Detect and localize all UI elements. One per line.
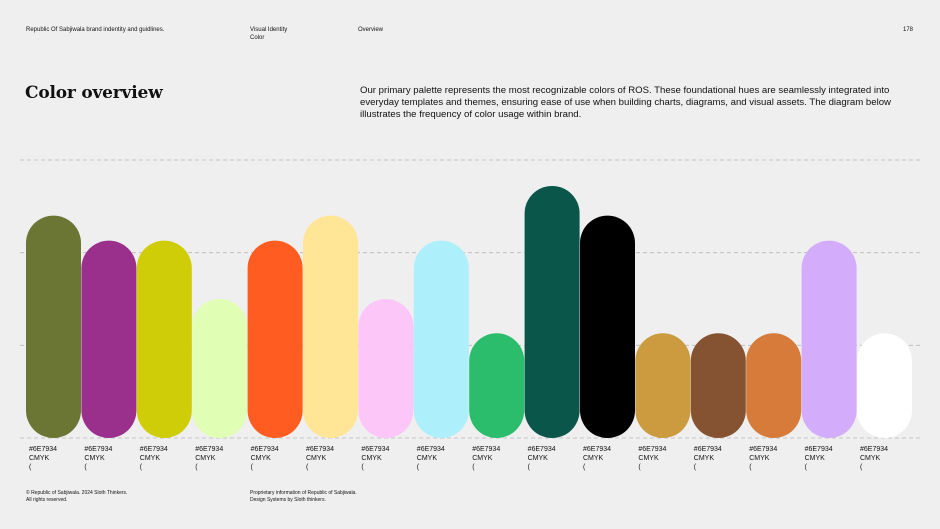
swatch-label: #6E7934 CMYK(	[251, 445, 305, 473]
color-bar	[247, 240, 303, 438]
color-bar	[136, 240, 192, 438]
swatch-hex: #6E7934	[693, 446, 722, 453]
swatch-cmyk: CMYK	[416, 455, 438, 463]
color-bar	[801, 240, 857, 438]
color-bar	[26, 215, 81, 438]
chart-gridlines	[20, 159, 920, 439]
swatch-rgb: (	[693, 464, 697, 472]
swatch-label: #6E7934 CMYK(	[805, 445, 859, 473]
color-bar	[635, 333, 691, 438]
swatch-hex: #6E7934	[472, 446, 501, 453]
header-brand: Republic Of Sabjiwala brand indentity an…	[26, 27, 165, 33]
intro-paragraph: Our primary palette represents the most …	[360, 85, 891, 121]
swatch-cmyk: CMYK	[29, 455, 50, 463]
swatch-hex: #6E7934	[749, 446, 778, 453]
swatch-rgb: (	[804, 464, 807, 472]
swatch-cmyk: CMYK	[250, 455, 271, 463]
page-title: Color overview	[25, 83, 163, 103]
swatch-label: #6E7934 CMYK(	[528, 445, 582, 473]
swatch-cmyk: CMYK	[749, 455, 770, 463]
swatch-hex: #6E7934	[860, 446, 889, 453]
swatch-label: #6E7934 CMYK(	[860, 445, 914, 473]
swatch-rgb: (	[638, 464, 641, 472]
color-bar	[192, 299, 248, 438]
swatch-label: #6E7934 CMYK(	[306, 445, 360, 473]
swatch-cmyk: CMYK	[693, 455, 715, 463]
swatch-hex: #6E7934	[527, 446, 556, 453]
swatch-cmyk: CMYK	[306, 455, 327, 463]
swatch-label: #6E7934 CMYK(	[472, 445, 526, 473]
footer-proprietary: Proprietary information of Republic of S…	[250, 490, 357, 503]
color-bar	[524, 185, 580, 438]
footer-copyright: © Republic of Sabjiwala. 2024 Sloth Thin…	[26, 490, 127, 503]
footer-proprietary-line2: Design Systems by Sloth thinkers.	[250, 496, 326, 503]
swatch-cmyk: CMYK	[361, 455, 382, 463]
color-bar	[469, 333, 525, 438]
swatch-rgb: (	[472, 464, 475, 472]
swatch-label: #6E7934 CMYK(	[694, 445, 748, 473]
swatch-rgb: (	[195, 464, 198, 472]
swatch-rgb: (	[29, 464, 32, 472]
header-page-title: Overview	[358, 27, 384, 33]
swatch-hex: #6E7934	[583, 446, 612, 453]
swatch-hex: #6E7934	[29, 446, 58, 453]
header-section: Visual Identity Color	[250, 26, 287, 42]
swatch-hex: #6E7934	[416, 446, 445, 453]
swatch-label: #6E7934 CMYK(	[638, 445, 692, 473]
color-bar	[303, 215, 358, 438]
swatch-rgb: (	[416, 464, 420, 472]
color-bar	[81, 240, 137, 438]
swatch-rgb: (	[139, 464, 143, 472]
swatch-rgb: (	[583, 464, 586, 472]
swatch-cmyk: CMYK	[804, 455, 825, 463]
swatch-label: #6E7934 CMYK(	[749, 445, 803, 473]
color-bar	[857, 333, 912, 438]
swatch-label: #6E7934 CMYK(	[361, 445, 415, 473]
color-bar	[580, 215, 635, 438]
swatch-cmyk: CMYK	[527, 455, 548, 463]
page-number: 178	[902, 27, 913, 33]
swatch-labels: #6E7934 CMYK(#6E7934 CMYK(#6E7934 CMYK(#6E7…	[0, 445, 940, 485]
swatch-label: #6E7934 CMYK(	[84, 445, 138, 473]
swatch-cmyk: CMYK	[860, 455, 881, 463]
color-bar	[413, 240, 469, 438]
footer-proprietary-line1: Proprietary information of Republic of S…	[250, 490, 357, 496]
swatch-rgb: (	[749, 464, 752, 472]
color-bar	[746, 333, 802, 438]
swatch-rgb: (	[361, 464, 364, 472]
swatch-label: #6E7934 CMYK(	[140, 445, 194, 473]
swatch-cmyk: CMYK	[583, 455, 604, 463]
swatch-hex: #6E7934	[638, 446, 667, 453]
swatch-label: #6E7934 CMYK(	[195, 445, 249, 473]
swatch-rgb: (	[84, 464, 87, 472]
swatch-rgb: (	[250, 464, 253, 472]
swatch-rgb: (	[860, 464, 863, 472]
swatch-cmyk: CMYK	[195, 455, 216, 463]
swatch-label: #6E7934 CMYK(	[417, 445, 471, 473]
footer-copyright-line1: © Republic of Sabjiwala. 2024 Sloth Thin…	[26, 490, 128, 496]
swatch-label: #6E7934 CMYK(	[29, 445, 83, 473]
swatch-hex: #6E7934	[306, 446, 335, 453]
swatch-hex: #6E7934	[139, 446, 168, 453]
footer-copyright-line2: All rights reserved.	[26, 496, 68, 503]
swatch-cmyk: CMYK	[472, 455, 493, 463]
swatch-hex: #6E7934	[804, 446, 833, 453]
swatch-rgb: (	[527, 464, 530, 472]
swatch-cmyk: CMYK	[139, 455, 161, 463]
swatch-label: #6E7934 CMYK(	[583, 445, 637, 473]
swatch-hex: #6E7934	[361, 446, 390, 453]
color-bar	[358, 299, 414, 438]
swatch-hex: #6E7934	[250, 446, 279, 453]
swatch-cmyk: CMYK	[84, 455, 105, 463]
color-bar	[690, 333, 746, 438]
swatch-hex: #6E7934	[195, 446, 224, 453]
chart-bars	[26, 185, 912, 438]
header-section-line1: Visual Identity	[250, 27, 288, 33]
swatch-cmyk: CMYK	[638, 455, 659, 463]
swatch-rgb: (	[306, 464, 309, 472]
swatch-hex: #6E7934	[84, 446, 113, 453]
header-section-line2: Color	[250, 35, 265, 41]
